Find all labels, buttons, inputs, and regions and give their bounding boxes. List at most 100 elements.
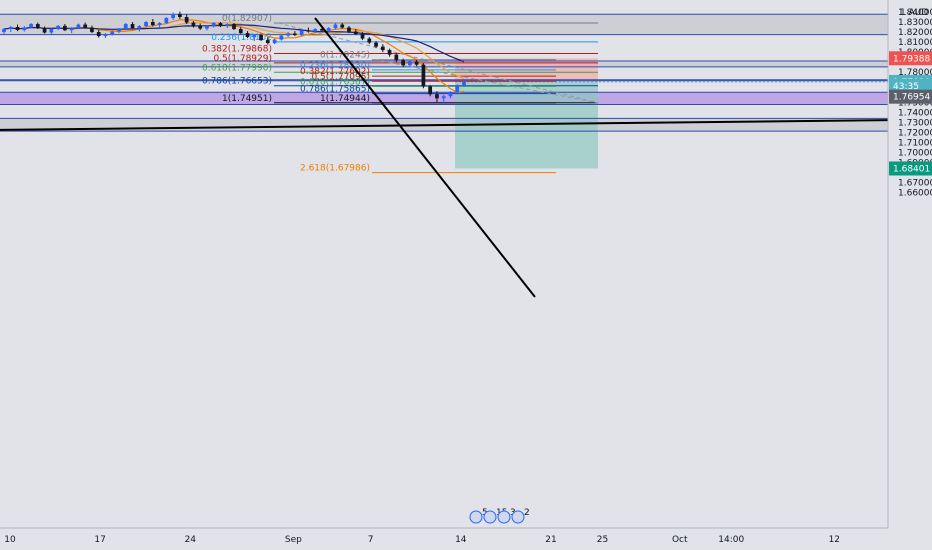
candle-body [293, 33, 297, 36]
fib2-label-7: 2.618(1.67986) [300, 164, 370, 174]
event-flag-icon[interactable] [497, 510, 511, 524]
price-tick-1: 1.83000 [898, 18, 932, 28]
candle-body [130, 24, 135, 29]
candle-body [360, 34, 365, 39]
event-count-0: 5 [482, 508, 488, 518]
price-badge-0 [889, 51, 932, 66]
fib2-label-4: 0.618(1.76587) [300, 77, 370, 87]
candle-body [408, 61, 412, 66]
candle-body [299, 30, 304, 36]
currency-label: 1 AUD [900, 8, 928, 18]
candle-body [76, 24, 81, 29]
candle-body [15, 27, 20, 31]
fib1-label-6: 1(1.74951) [222, 94, 272, 104]
candle-body [184, 17, 189, 23]
candle-body [56, 25, 60, 30]
time-tick-5: 14 [455, 535, 467, 545]
candle-body [347, 27, 351, 32]
candle-body [164, 18, 169, 24]
candle-body [42, 28, 47, 33]
price-badge-text-0: 1.79388 [893, 54, 930, 64]
time-axis[interactable] [0, 528, 932, 550]
candle-body [8, 27, 13, 30]
candle-body [286, 33, 290, 36]
time-tick-3: Sep [285, 535, 302, 545]
candle-body [279, 35, 284, 40]
candle-body [313, 29, 318, 32]
candle-body [374, 42, 378, 47]
candle-body [441, 96, 446, 99]
fib2-label-1: 0.236(1.78230) [300, 61, 370, 71]
fib1-label-5: 0.786(1.76653) [202, 77, 272, 87]
price-badge-text-3: 1.76954 [893, 93, 930, 103]
fibonacci-retracements[interactable]: 0(1.82907)0.236(1.81020.382(1.79868)0.5(… [202, 14, 599, 174]
long-support-line[interactable] [0, 119, 889, 131]
candle-body [178, 14, 182, 18]
time-tick-2: 24 [185, 535, 197, 545]
candle-body [462, 81, 466, 86]
candle-body [326, 28, 331, 31]
price-badge-4 [889, 161, 932, 176]
candle-body [63, 25, 67, 31]
price-tick-0: 1.84000 [898, 8, 932, 18]
candle-body [198, 26, 203, 29]
horizontal-levels [0, 13, 888, 132]
time-tick-1: 17 [94, 535, 105, 545]
candle-body [394, 54, 399, 61]
candle-body [103, 34, 108, 37]
candle-body [123, 24, 128, 30]
candle-body [414, 61, 419, 65]
candle-body [218, 23, 223, 26]
price-tick-2: 1.82000 [898, 28, 932, 38]
candle-body [238, 29, 243, 34]
time-tick-10: 12 [829, 535, 840, 545]
candle-body [380, 46, 385, 51]
candle-body [171, 14, 175, 19]
event-flag-icon[interactable] [469, 510, 483, 524]
fib1-label-0: 0(1.82907) [222, 14, 272, 24]
candle-body [137, 26, 142, 29]
candle-body [353, 31, 358, 35]
event-flag-icon[interactable] [511, 510, 525, 524]
price-badge-text-2: 43:35 [893, 82, 919, 92]
candle-body [435, 94, 439, 99]
downtrend-line[interactable] [314, 17, 536, 298]
candle-body [265, 40, 270, 44]
trend-lines[interactable] [0, 17, 889, 298]
zone-2 [0, 79, 888, 81]
candle-body [157, 23, 162, 26]
fib2-label-6: 1(1.74944) [320, 94, 370, 104]
event-flag-icon[interactable] [483, 510, 497, 524]
candle-body [428, 86, 433, 95]
candle-body [333, 24, 338, 29]
price-badge-text-4: 1.68401 [893, 164, 930, 174]
candle-body [144, 22, 148, 27]
fib2-label-5: 0.786(1.75865) [300, 85, 370, 95]
candle-body [90, 27, 94, 33]
time-tick-labels: 10 17 24 Sep 7 14 21 25 Oct 14:00 12 [4, 535, 840, 545]
candle-body [448, 92, 453, 97]
price-tick-6: 1.78000 [898, 68, 932, 78]
candle-body [110, 31, 115, 35]
candle-body [69, 28, 74, 31]
candle-body [232, 24, 236, 30]
candle-body [401, 60, 405, 66]
candle-body [225, 24, 230, 26]
candle-body [2, 29, 6, 33]
candle-body [252, 35, 257, 38]
zone-0 [0, 14, 888, 35]
price-tick-18: 1.66000 [898, 189, 932, 199]
candle-body [340, 24, 345, 28]
fib2-label-2: 0.382(1.77602) [300, 67, 370, 77]
fib1-diagonal [277, 22, 599, 104]
candle-body [455, 85, 460, 93]
economic-events[interactable]: 51532 [469, 508, 530, 524]
candle-body [306, 30, 311, 32]
candle-body [96, 32, 101, 37]
candle-body [49, 29, 54, 33]
candle-body [211, 23, 216, 27]
candle-body [150, 22, 155, 26]
candle-body [245, 33, 250, 38]
